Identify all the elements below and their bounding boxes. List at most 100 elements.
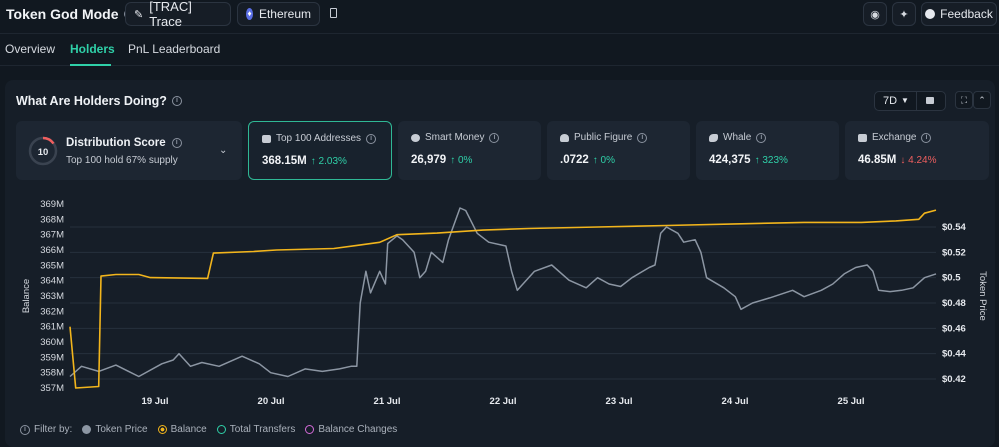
left-tick-label: 364M (40, 276, 64, 287)
token-selector[interactable]: ✎ [TRAC] Trace (125, 0, 231, 29)
left-tick-label: 361M (40, 322, 64, 333)
card-change: ↑ 323% (754, 155, 788, 166)
calendar-icon[interactable] (926, 97, 934, 104)
right-tick-label: $0.5 (942, 273, 961, 284)
left-tick-label: 367M (40, 230, 64, 241)
card-value-text: 424,375 (709, 154, 751, 166)
legend-item-total-transfers[interactable]: Total Transfers (216, 424, 296, 435)
brain-icon (411, 133, 420, 142)
distribution-score-card[interactable]: 10 Distribution Score i Top 100 hold 67%… (16, 121, 242, 180)
info-icon[interactable]: i (171, 138, 182, 148)
token-label: [TRAC] Trace (149, 0, 192, 29)
card-value-text: 26,979 (411, 154, 447, 166)
divider (916, 91, 917, 111)
legend-label: Total Transfers (229, 424, 296, 435)
card-value-text: 368.15M (262, 155, 307, 167)
card-change: ↑ 2.03% (310, 156, 347, 167)
left-tick-label: 369M (40, 199, 64, 210)
legend-label: Balance (170, 424, 207, 435)
card-label: Public Figure i (560, 132, 648, 143)
left-tick-label: 362M (40, 306, 64, 317)
info-icon[interactable]: i (637, 132, 648, 143)
right-tick-label: $0.54 (942, 222, 966, 233)
right-axis-title: Token Price (977, 271, 988, 321)
left-tick-label: 358M (40, 368, 64, 379)
info-icon[interactable]: i (756, 132, 767, 143)
right-tick-label: $0.44 (942, 349, 966, 360)
x-tick-label: 21 Jul (374, 396, 401, 407)
feedback-label: Feedback (940, 7, 993, 21)
card-label-text: Top 100 Addresses (276, 133, 362, 144)
pin-button[interactable]: ✦ (892, 2, 916, 26)
collapse-button[interactable]: ⌃ (973, 91, 991, 109)
panel-title-text: What Are Holders Doing? (16, 94, 167, 108)
legend-item-token-price[interactable]: Token Price (82, 424, 148, 435)
chevron-down-icon[interactable]: ⌄ (219, 145, 228, 156)
legend-dot (157, 425, 167, 434)
legend-dot (216, 425, 226, 434)
x-tick-label: 19 Jul (142, 396, 169, 407)
right-tick-label: $0.42 (942, 374, 966, 385)
left-tick-label: 357M (40, 383, 64, 394)
x-tick-label: 20 Jul (258, 396, 285, 407)
legend-item-balance[interactable]: Balance (157, 424, 207, 435)
x-tick-label: 22 Jul (490, 396, 517, 407)
distribution-title: Distribution Score i (66, 137, 182, 149)
feedback-button[interactable]: Feedback (921, 2, 997, 26)
card-whale[interactable]: Whale i 424,375 ↑ 323% (696, 121, 839, 180)
legend-label: Token Price (95, 424, 148, 435)
chain-selector[interactable]: ♦ Ethereum (237, 2, 320, 26)
tab-holders[interactable]: Holders (70, 42, 115, 56)
card-label-text: Whale (723, 132, 752, 143)
watch-button[interactable]: ◉ (863, 2, 887, 26)
tab-bar: Overview Holders PnL Leaderboard (0, 33, 999, 66)
card-exchange[interactable]: Exchange i 46.85M ↓ 4.24% (845, 121, 989, 180)
card-change: ↓ 4.24% (900, 155, 937, 166)
card-top-100-addresses[interactable]: Top 100 Addresses i 368.15M ↑ 2.03% (248, 121, 392, 180)
pin-icon: ✦ (899, 8, 909, 21)
left-tick-label: 366M (40, 245, 64, 256)
distribution-title-text: Distribution Score (66, 137, 166, 149)
card-label-text: Exchange (872, 132, 917, 143)
card-label: Whale i (709, 132, 767, 143)
right-tick-label: $0.52 (942, 247, 966, 258)
x-tick-label: 23 Jul (606, 396, 633, 407)
card-value: 424,375 ↑ 323% (709, 154, 788, 166)
info-icon[interactable]: i (20, 424, 30, 435)
tab-overview[interactable]: Overview (5, 42, 56, 56)
card-smart-money[interactable]: Smart Money i 26,979 ↑ 0% (398, 121, 541, 180)
legend-item-balance-changes[interactable]: Balance Changes (305, 424, 397, 435)
holders-panel: What Are Holders Doing? i 7D ▼ ⛶ ⌃ 10 Di… (5, 80, 995, 447)
expand-icon: ⛶ (960, 95, 968, 105)
whale-icon (709, 133, 718, 142)
info-icon[interactable]: i (921, 132, 932, 143)
bank-icon (858, 133, 867, 142)
legend-dot (305, 425, 315, 434)
card-value: 26,979 ↑ 0% (411, 154, 472, 166)
filter-label: i Filter by: (20, 424, 72, 435)
card-label-text: Public Figure (574, 132, 633, 143)
info-icon[interactable]: i (489, 132, 500, 143)
panel-title: What Are Holders Doing? i (16, 94, 182, 108)
filter-label-text: Filter by: (34, 424, 73, 435)
card-value: 368.15M ↑ 2.03% (262, 155, 347, 167)
chat-icon (925, 9, 936, 19)
info-icon[interactable]: i (366, 133, 377, 144)
left-tick-label: 360M (40, 337, 64, 348)
holders-chart[interactable]: 357M 358M 359M 360M 361M 362M 363M 364M 365M 366M… (0, 0, 999, 420)
copy-icon[interactable] (330, 8, 337, 18)
card-label: Smart Money i (411, 132, 500, 143)
card-label: Top 100 Addresses i (262, 133, 377, 144)
card-label: Exchange i (858, 132, 932, 143)
wallet-icon (262, 134, 271, 143)
user-icon (560, 133, 569, 142)
fullscreen-button[interactable]: ⛶ (955, 91, 973, 109)
card-value: 46.85M ↓ 4.24% (858, 154, 937, 166)
x-tick-label: 25 Jul (838, 396, 865, 407)
period-dropdown[interactable]: 7D ▼ (874, 91, 946, 111)
tab-pnl-leaderboard[interactable]: PnL Leaderboard (128, 42, 221, 56)
info-icon[interactable]: i (171, 96, 182, 106)
ethereum-icon: ♦ (246, 8, 253, 20)
top-bar: Token God Mode i ✎ [TRAC] Trace ♦ Ethere… (0, 0, 999, 32)
card-public-figure[interactable]: Public Figure i .0722 ↑ 0% (547, 121, 690, 180)
